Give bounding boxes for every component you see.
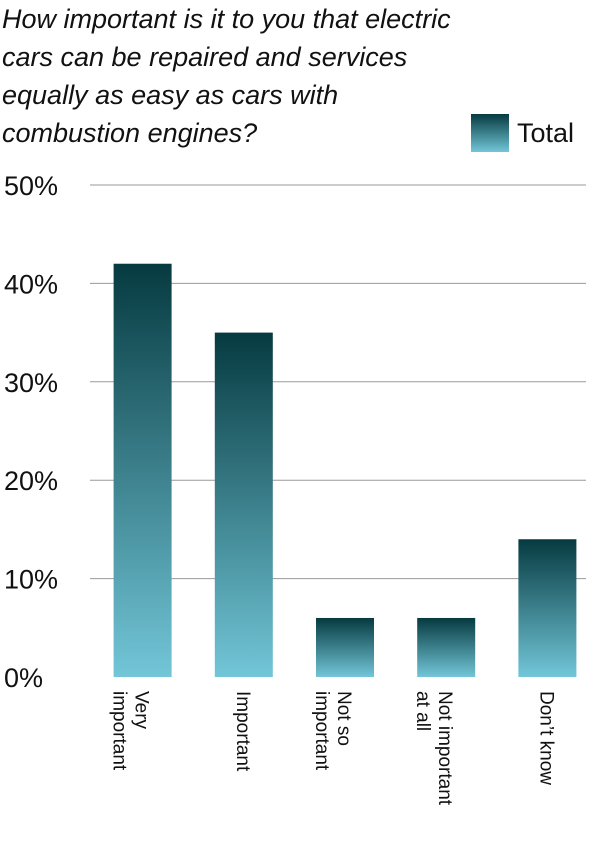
x-category-label: Don’t know bbox=[535, 691, 556, 785]
bar bbox=[214, 332, 273, 677]
x-category-label-line: Not so bbox=[333, 691, 354, 746]
bar bbox=[113, 263, 172, 677]
y-tick-label: 50% bbox=[4, 171, 58, 201]
y-tick-label: 40% bbox=[4, 269, 58, 299]
x-category-label-line: Not important bbox=[434, 691, 455, 806]
legend-swatch bbox=[471, 114, 509, 152]
x-category-label: Important bbox=[232, 691, 253, 772]
bar bbox=[316, 617, 374, 677]
y-tick-label: 10% bbox=[4, 565, 58, 595]
y-tick-label: 30% bbox=[4, 368, 58, 398]
x-category-label-line: Very bbox=[131, 691, 152, 730]
legend-label: Total bbox=[517, 117, 575, 148]
x-category-label-line: Important bbox=[232, 691, 253, 772]
x-category-label-line: important bbox=[311, 691, 332, 771]
y-tick-label: 20% bbox=[4, 466, 58, 496]
y-axis-ticks: 0% 10% 20% 30% 40% 50% bbox=[4, 171, 58, 693]
bar bbox=[417, 617, 476, 677]
x-category-label-line: Don’t know bbox=[535, 691, 556, 785]
gridlines bbox=[90, 184, 586, 580]
chart-title: How important is it to you that electric… bbox=[2, 4, 451, 148]
bars bbox=[113, 263, 577, 677]
x-category-label-line: at all bbox=[412, 691, 433, 731]
y-tick-label: 0% bbox=[4, 663, 43, 693]
legend: Total bbox=[471, 114, 574, 152]
bar bbox=[518, 539, 577, 677]
x-category-label-line: important bbox=[109, 691, 130, 771]
